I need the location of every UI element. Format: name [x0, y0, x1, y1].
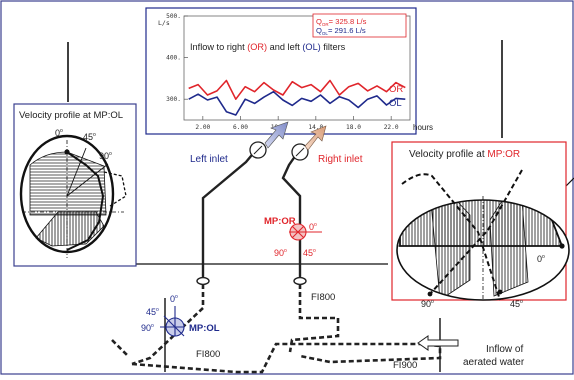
- profile-ol-panel: Velocity profile at MP:OL 0o 45o 90o: [13, 103, 137, 267]
- q-or-sub: OR: [322, 22, 330, 27]
- mp-ol-angle-0: 0o: [170, 294, 178, 304]
- right-inlet-arrow: [304, 125, 327, 151]
- left-inlet-valve: [249, 121, 289, 159]
- valve-stem-left: [253, 145, 263, 155]
- marker-90-or: [427, 291, 433, 297]
- velocity-envelope-or-a: [401, 173, 501, 301]
- profile-or-title-prefix: Velocity profile at: [409, 149, 487, 160]
- marker-0-or: [559, 243, 565, 249]
- mp-or-meter: MP:OR 0o 90o 45o: [264, 216, 322, 258]
- fi800-pipe-stub: [111, 339, 129, 357]
- right-inlet-pipe: [281, 151, 302, 278]
- y-tick-label: 400.: [166, 55, 181, 62]
- mp-or-label: MP:OR: [264, 216, 296, 227]
- q-ol-sub: OL: [322, 31, 329, 36]
- legend-or-label: OR: [389, 84, 403, 95]
- series-line-or: [188, 79, 406, 100]
- section-marker-left: [196, 276, 210, 286]
- x-tick-label: 14.0: [308, 124, 323, 131]
- inflow-label-line2: aerated water: [463, 357, 525, 368]
- velocity-profile-horizontal: [29, 151, 107, 216]
- left-inlet-pipe: [201, 149, 257, 278]
- mp-ol-angle-90: 90o: [141, 323, 154, 333]
- mp-ol-meter: MP:OL 0o 45o 90o: [141, 294, 220, 337]
- q-or-value: = 325.8 L/s: [329, 17, 367, 26]
- x-tick-label: 18.0: [346, 124, 361, 131]
- chart-title-or: (OR): [247, 42, 267, 52]
- y-tick-label: 500.: [166, 13, 181, 20]
- ray-90-ol: [66, 163, 109, 197]
- ray-45-ol: [66, 147, 87, 197]
- left-inlet-label: Left inlet: [190, 154, 228, 165]
- mp-ol-angle-45: 45o: [146, 307, 159, 317]
- series-line-ol: [188, 90, 406, 116]
- mp-or-angle-90: 90o: [274, 248, 287, 258]
- y-unit-label: L/s: [158, 19, 170, 27]
- fi800-label-upper: FI800: [311, 292, 335, 303]
- q-or-legend: QOR= 325.8 L/s: [316, 17, 367, 27]
- section-marker-right: [293, 276, 307, 286]
- x-axis-label: hours: [413, 123, 433, 132]
- x-tick-label: 22.0: [384, 124, 399, 131]
- fi900-label: FI900: [393, 360, 417, 371]
- valve-stem-right: [295, 147, 305, 157]
- left-inlet-arrow: [264, 121, 289, 149]
- angle-45-ol: 45o: [83, 132, 96, 142]
- right-inlet-valve: [291, 125, 327, 161]
- angle-0-ol: 0o: [55, 128, 63, 138]
- profile-or-title: Velocity profile at MP:OR: [409, 149, 520, 160]
- profile-or-title-mp: MP:OR: [487, 149, 520, 160]
- q-ol-value: = 291.6 L/s: [328, 26, 366, 35]
- angle-90-or: 90o: [421, 299, 434, 309]
- velocity-envelope-or-b: [429, 169, 523, 295]
- y-axis: 300. 400. 500.: [166, 13, 188, 103]
- mp-ol-axis-d: [163, 315, 185, 337]
- x-tick-label: 2.00: [195, 124, 210, 131]
- mp-or-axis-d2: [291, 225, 305, 239]
- chart-title-ol: (OL): [302, 42, 320, 52]
- fi800-pipe-right: [288, 284, 340, 353]
- profile-or-panel: Velocity profile at MP:OR 0o 90o 45o: [391, 141, 570, 309]
- angle-0-or: 0o: [537, 254, 545, 264]
- mp-ol-label: MP:OL: [189, 323, 220, 334]
- chart-title-part: Inflow to right: [190, 42, 247, 52]
- chart-title-part: and left: [267, 42, 302, 52]
- legend-ol-label: OL: [389, 98, 402, 109]
- y-tick-label: 300.: [166, 96, 181, 103]
- chart-title: Inflow to right (OR) and left (OL) filte…: [190, 42, 346, 52]
- fi800-label-lower: FI800: [196, 349, 220, 360]
- inset-chart: 300.400.500. 2.006.0010.014.018.022.0 L/…: [145, 7, 433, 135]
- marker-45-or: [497, 289, 503, 295]
- chart-title-part: filters: [321, 42, 346, 52]
- inflow-label-line1: Inflow of: [486, 344, 523, 355]
- mp-or-angle-0: 0o: [309, 222, 317, 232]
- q-legend-box: [312, 13, 407, 38]
- x-tick-label: 6.00: [233, 124, 248, 131]
- angle-90-ol: 90o: [99, 151, 112, 161]
- right-inlet-label: Right inlet: [318, 154, 363, 165]
- angle-45-or: 45o: [510, 299, 523, 309]
- profile-ol-title: Velocity profile at MP:OL: [19, 110, 123, 121]
- inflow-arrow: [417, 335, 459, 351]
- marker-0-ol: [64, 149, 70, 155]
- series-group: [188, 79, 406, 116]
- mp-or-angle-45: 45o: [303, 248, 316, 258]
- q-ol-legend: QOL= 291.6 L/s: [316, 26, 366, 36]
